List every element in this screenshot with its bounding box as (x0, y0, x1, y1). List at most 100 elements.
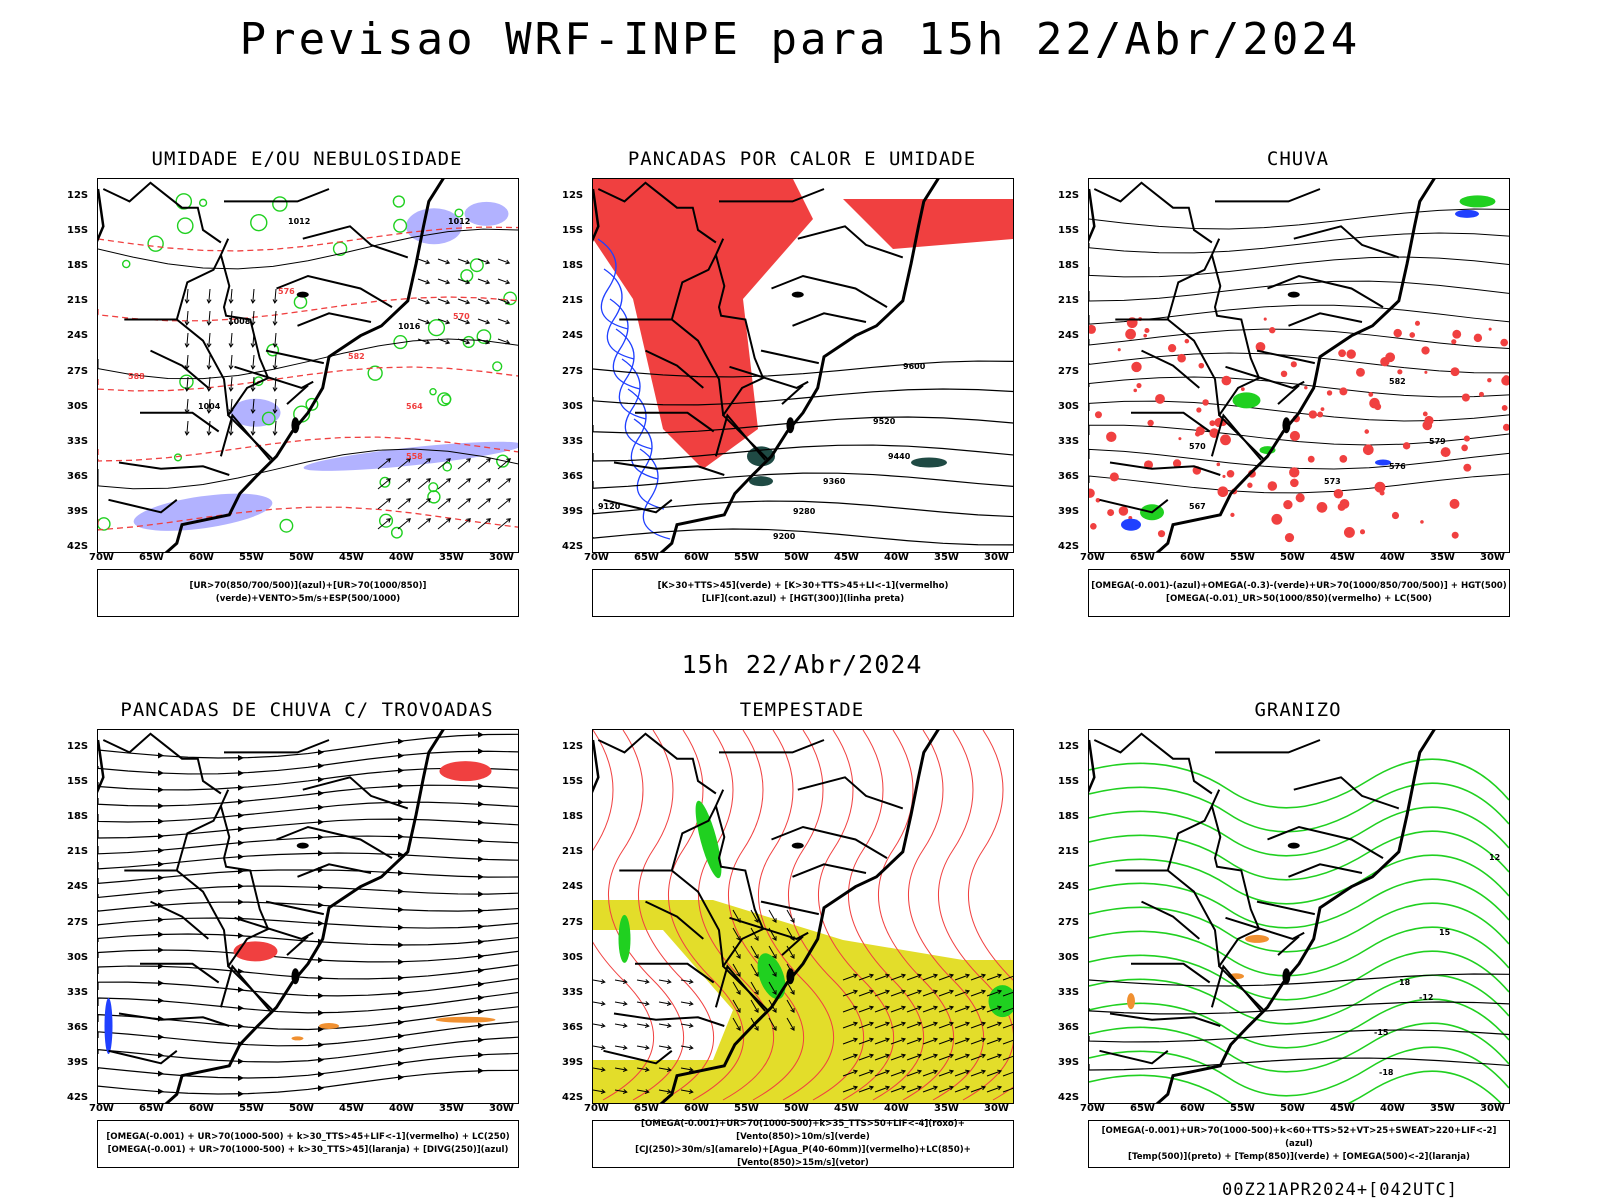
hgt300-contour (593, 417, 1013, 433)
humidity-lower-contour (175, 454, 182, 461)
streamline (98, 1037, 518, 1062)
longitude-label: 50W (289, 552, 314, 563)
temp-label: -12 (1419, 993, 1433, 1002)
storm-orange-fill (436, 1017, 496, 1023)
humidity-lower-contour (251, 215, 267, 231)
streamline-arrow (398, 1060, 404, 1066)
longitude-label: 55W (1230, 552, 1255, 563)
rain-fill (1363, 444, 1374, 455)
hgt500-label: 582 (1389, 377, 1406, 386)
streamline-arrow (478, 783, 484, 789)
rain-fill (1089, 325, 1096, 334)
state-border (1215, 740, 1320, 752)
humidity-lower-contour (430, 389, 436, 395)
rain-fill (1107, 509, 1114, 516)
latitude-label: 42S (67, 1092, 88, 1103)
state-border (1226, 367, 1305, 388)
hgt500-contour (1089, 257, 1509, 277)
streamline-arrow (318, 749, 324, 755)
longitude-label: 30W (489, 552, 514, 563)
latitude-label: 21S (562, 846, 583, 857)
latitude-label: 27S (1058, 366, 1079, 377)
streamline-arrow (398, 990, 404, 996)
wind-vector (478, 499, 490, 509)
lifted-index-contour (640, 449, 670, 539)
state-border (782, 385, 803, 404)
latitude-label: 18S (562, 811, 583, 822)
humidity-lower-contour (455, 209, 463, 217)
rain-fill (1247, 483, 1252, 488)
latitude-label: 36S (1058, 1022, 1079, 1033)
latitude-label: 30S (67, 952, 88, 963)
hgt500-contour (1089, 329, 1509, 348)
streamline (98, 979, 518, 996)
longitude-label: 50W (784, 1103, 809, 1114)
rain-fill (1264, 318, 1267, 321)
rain-fill (1374, 403, 1381, 410)
reservoir (792, 292, 804, 298)
humidity-lower-contour (176, 194, 191, 209)
state-border (761, 902, 819, 915)
streamline-arrow (158, 998, 164, 1004)
longitude-label: 55W (734, 1103, 759, 1114)
wind-vector (498, 479, 510, 489)
longitude-label: 55W (239, 1103, 264, 1114)
latitude-label: 39S (1058, 1057, 1079, 1068)
latitude-label: 15S (562, 776, 583, 787)
rain-fill (1452, 330, 1461, 339)
latitude-label: 42S (1058, 541, 1079, 552)
hgt300-label: 9440 (888, 452, 911, 461)
streamline-arrow (398, 834, 404, 840)
streamline-arrow (318, 975, 324, 981)
wind-vector (458, 479, 470, 489)
wind850-fill (690, 799, 726, 880)
latitude-label: 33S (1058, 436, 1079, 447)
latitude-label: 27S (562, 917, 583, 928)
wind-vector (378, 499, 390, 509)
longitude-label: 40W (389, 552, 414, 563)
streamline-arrow (478, 924, 484, 930)
latitude-label: 24S (562, 881, 583, 892)
latitude-label: 12S (562, 190, 583, 201)
rain-fill (1451, 339, 1456, 344)
lagoon (291, 417, 299, 433)
state-border (103, 183, 221, 243)
longitude-label: 60W (189, 1103, 214, 1114)
latitude-label: 42S (562, 1092, 583, 1103)
humidity-lower-contour (148, 236, 163, 251)
forecast-map-5 (592, 729, 1014, 1104)
streamline-arrow (158, 861, 164, 867)
longitude-label: 35W (439, 552, 464, 563)
rain-fill (1090, 523, 1097, 530)
rain-fill (1220, 434, 1231, 445)
longitude-label: 45W (834, 552, 859, 563)
streamline-arrow (318, 1042, 324, 1048)
longitude-label: 60W (684, 1103, 709, 1114)
longitude-label: 40W (1380, 1103, 1405, 1114)
state-border (1278, 385, 1299, 404)
thickness-label: 582 (348, 352, 365, 361)
state-border (1289, 864, 1363, 877)
rain-fill (1241, 387, 1245, 391)
streamline-arrow (478, 1008, 484, 1014)
rain-fill (1155, 394, 1165, 404)
pacific-coast (98, 189, 103, 552)
rain-fill (1450, 499, 1460, 509)
rain-fill (1227, 470, 1235, 478)
streamline-arrow (318, 993, 324, 999)
temp-label: -15 (1374, 1028, 1389, 1037)
pacific-coast (98, 740, 103, 1103)
rain-fill (1397, 369, 1402, 374)
longitude-label: 30W (984, 552, 1009, 563)
state-border (761, 351, 819, 364)
streamline-arrow (158, 752, 164, 758)
storm-fill (440, 761, 492, 781)
longitude-label: 60W (189, 552, 214, 563)
streamline-arrow (398, 1047, 404, 1053)
rain-fill (1321, 407, 1325, 411)
latitude-label: 36S (562, 471, 583, 482)
latitude-label: 15S (1058, 225, 1079, 236)
rain-fill (1474, 334, 1482, 342)
rain-fill (1339, 387, 1347, 395)
reservoir (1288, 292, 1300, 298)
